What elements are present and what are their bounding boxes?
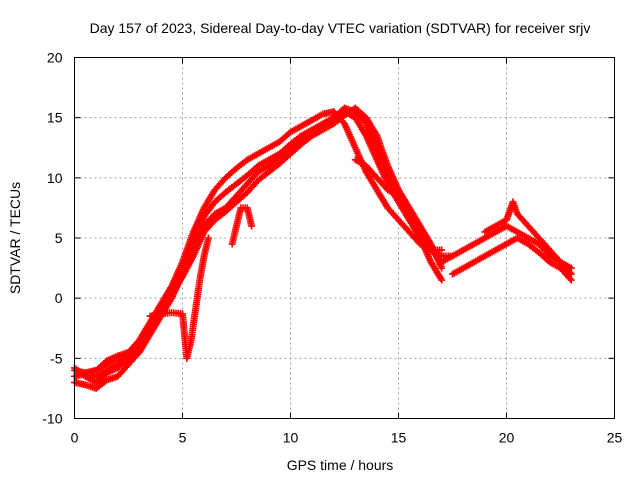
data-point [438, 276, 446, 284]
y-tick-label: 0 [55, 290, 63, 306]
y-tick-label: 10 [47, 170, 63, 186]
data-point [566, 269, 574, 277]
series-track-5 [351, 156, 446, 284]
data-point [248, 222, 256, 230]
series-track-10 [228, 204, 256, 248]
x-tick-label: 0 [71, 430, 79, 446]
x-tick-label: 25 [607, 430, 623, 446]
x-axis-label: GPS time / hours [287, 457, 394, 473]
series-track-11 [81, 350, 132, 377]
data-point [204, 234, 212, 242]
data-points [71, 104, 575, 392]
axis-ticks: 0 5 10 15 20 25 -10 -5 0 5 10 15 20 [42, 50, 622, 446]
data-point [125, 350, 132, 358]
x-tick-label: 5 [179, 430, 187, 446]
data-point [438, 246, 446, 254]
y-tick-label: -5 [50, 350, 63, 366]
series-track-9 [146, 234, 212, 362]
y-tick-label: 15 [47, 110, 63, 126]
y-axis-label: SDTVAR / TECUs [7, 182, 23, 294]
series-track-8 [481, 198, 575, 278]
y-tick-label: -10 [42, 411, 62, 427]
y-tick-label: 20 [47, 50, 63, 66]
series-track-7 [449, 234, 575, 284]
data-point [438, 264, 446, 272]
x-tick-label: 15 [391, 430, 407, 446]
chart-title: Day 157 of 2023, Sidereal Day-to-day VTE… [90, 20, 591, 36]
x-tick-label: 20 [499, 430, 515, 446]
series-track-1 [71, 108, 446, 380]
x-tick-label: 10 [283, 430, 299, 446]
data-point [567, 270, 575, 278]
data-point [567, 276, 575, 284]
series-track-4 [71, 104, 446, 386]
data-point [566, 275, 574, 283]
y-tick-label: 5 [55, 230, 63, 246]
series-track-3 [71, 104, 446, 392]
